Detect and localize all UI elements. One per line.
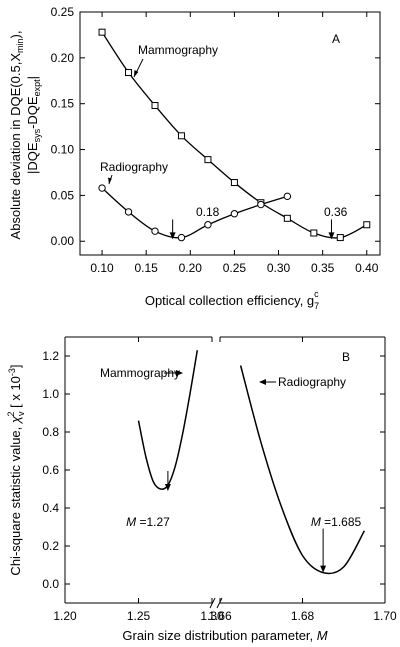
data-point-radiography — [283, 192, 292, 201]
annotation-arrowhead-0-18 — [169, 232, 176, 240]
series-line-radiography-b — [239, 365, 366, 575]
annotation-arrowhead-0-36 — [328, 232, 335, 240]
series-label-mammography-a: Mammography — [138, 43, 218, 57]
a-y-tick-label: 0.00 — [51, 234, 75, 248]
series-label-mammography-b: Mammography — [100, 366, 180, 380]
panel-a-y-axis-label-line1: Absolute deviation in DQE(0.5,Xmin), — [8, 31, 25, 240]
series-label-radiography-a: Radiography — [100, 160, 168, 174]
a-y-tick-label: 0.05 — [51, 188, 75, 202]
b-x-tick-label: 1.68 — [291, 609, 315, 623]
annotation-min-mammography-b: M =1.27 — [126, 515, 170, 529]
data-point-mammography — [310, 229, 318, 237]
panel-a-y-axis-label-line2: |DQEsys-DQEexpt| — [25, 76, 42, 174]
data-point-mammography — [230, 179, 238, 187]
data-point-radiography — [124, 208, 133, 216]
annotation-min-radiography-b: M =1.685 — [311, 515, 362, 529]
b-y-tick-label: 1.0 — [42, 387, 59, 401]
b-y-tick-label: 0.2 — [42, 539, 59, 553]
data-point-radiography — [98, 184, 106, 192]
a-y-tick-label: 0.25 — [51, 5, 75, 19]
leader-arrowhead-radiography-a — [108, 177, 112, 184]
data-point-radiography — [177, 233, 186, 242]
b-x-tick-label: 1.25 — [127, 609, 151, 623]
a-y-tick-label: 0.20 — [51, 51, 75, 65]
a-x-tick-label: 0.20 — [179, 261, 203, 275]
leader-arrowhead-mammography-b — [176, 370, 183, 376]
panel-a-x-axis-label: Optical collection efficiency, g7c — [145, 289, 319, 311]
panel-a-label: A — [332, 32, 340, 46]
data-point-mammography — [125, 69, 133, 77]
b-x-tick-label: 1.20 — [53, 609, 77, 623]
data-point-mammography — [98, 28, 106, 36]
panel-b-y-ticks: 0.0 0.2 0.4 0.6 0.8 1.0 1.2 — [42, 349, 385, 591]
annotation-arrowhead-m-1-685 — [320, 565, 327, 573]
panel-b: 0.00.20.40.60.81.01.2 1.20 1.25 1.301.66 1.… — [6, 336, 397, 643]
a-x-tick-label: 0.10 — [90, 261, 114, 275]
data-point-mammography — [151, 102, 159, 110]
data-point-radiography — [230, 210, 239, 218]
a-x-tick-label: 0.15 — [134, 261, 158, 275]
data-point-mammography — [363, 221, 371, 229]
data-point-mammography — [177, 132, 185, 140]
annotation-min-mammography: 0.36 — [324, 205, 348, 219]
leader-arrowhead-mammography-a — [134, 70, 139, 77]
b-y-tick-label: 0.6 — [42, 463, 59, 477]
a-y-tick-label: 0.10 — [51, 143, 75, 157]
data-point-radiography — [204, 221, 212, 229]
b-x-tick-label: 1.66 — [208, 609, 232, 623]
a-x-tick-label: 0.35 — [311, 261, 335, 275]
annotation-arrowhead-m-1-27 — [164, 484, 171, 491]
b-x-tick-label: 1.30 — [200, 609, 224, 623]
series-label-radiography-b: Radiography — [278, 375, 346, 389]
data-point-mammography — [204, 156, 212, 164]
panel-a-markers — [98, 28, 371, 242]
a-x-tick-label: 0.40 — [355, 261, 379, 275]
data-point-radiography — [257, 200, 265, 209]
annotation-min-radiography: 0.18 — [196, 205, 220, 219]
panel-b-label: B — [342, 350, 350, 364]
b-y-tick-label: 0.8 — [42, 425, 59, 439]
a-x-tick-label: 0.25 — [223, 261, 247, 275]
b-y-tick-label: 0.0 — [42, 577, 59, 591]
panel-a-frame — [79, 11, 381, 256]
b-y-tick-label: 0.4 — [42, 501, 59, 515]
panel-b-x-axis-label: Grain size distribution parameter, M — [122, 628, 327, 643]
a-y-tick-label: 0.15 — [51, 97, 75, 111]
data-point-radiography — [151, 227, 159, 235]
panel-a: 0.00 0.05 0.10 0.15 0.20 0.25 0.10 0.15 0.20 0.2… — [8, 5, 381, 311]
data-point-mammography — [336, 234, 344, 242]
panel-a-y-ticks: 0.00 0.05 0.10 0.15 0.20 0.25 — [51, 5, 380, 248]
b-x-tick-label: 1.70 — [373, 609, 397, 623]
data-point-mammography — [283, 214, 291, 222]
panel-b-x-ticks: 1.20 1.25 1.301.66 1.68 1.70 — [53, 337, 397, 623]
leader-arrowhead-radiography-b — [259, 379, 266, 385]
b-y-tick-label: 1.2 — [42, 349, 59, 363]
a-x-tick-label: 0.30 — [267, 261, 291, 275]
panel-b-y-axis-label: Chi-square statistic value, χv2 [ x 10-3… — [6, 364, 26, 575]
panel-a-x-ticks: 0.10 0.15 0.20 0.25 0.30 0.35 0.40 — [90, 12, 379, 275]
